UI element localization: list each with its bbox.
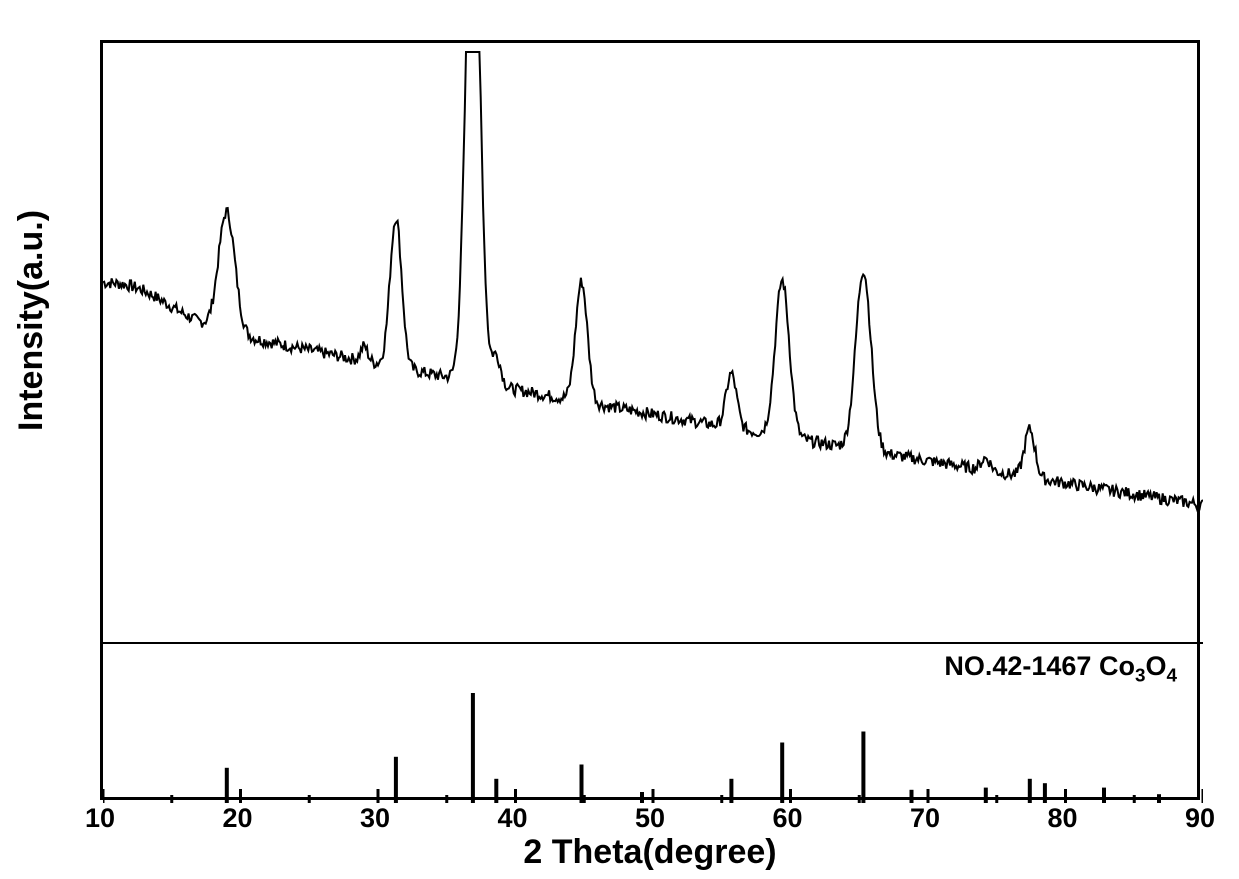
x-tick-label: 90 — [1185, 803, 1215, 834]
reference-card-label: NO.42-1467 Co3O4 — [944, 651, 1177, 682]
x-tick-label: 80 — [1047, 803, 1077, 834]
x-axis-title: 2 Theta(degree) — [100, 833, 1200, 872]
x-tick-labels: 102030405060708090 — [100, 803, 1200, 833]
x-tick-label: 60 — [772, 803, 802, 834]
x-tick-label: 20 — [222, 803, 252, 834]
x-tick-label: 50 — [635, 803, 665, 834]
xrd-figure: Intensity(a.u.) NO.42-1467 Co3O4 10 20 30 4… — [0, 0, 1239, 879]
x-tick-label: 40 — [497, 803, 527, 834]
x-tick-label: 10 — [85, 803, 115, 834]
x-tick-label: 70 — [910, 803, 940, 834]
y-axis-title: Intensity(a.u.) — [12, 40, 51, 600]
plot-area: NO.42-1467 Co3O4 — [100, 40, 1200, 800]
x-tick-label: 30 — [360, 803, 390, 834]
plot-svg — [103, 43, 1203, 803]
